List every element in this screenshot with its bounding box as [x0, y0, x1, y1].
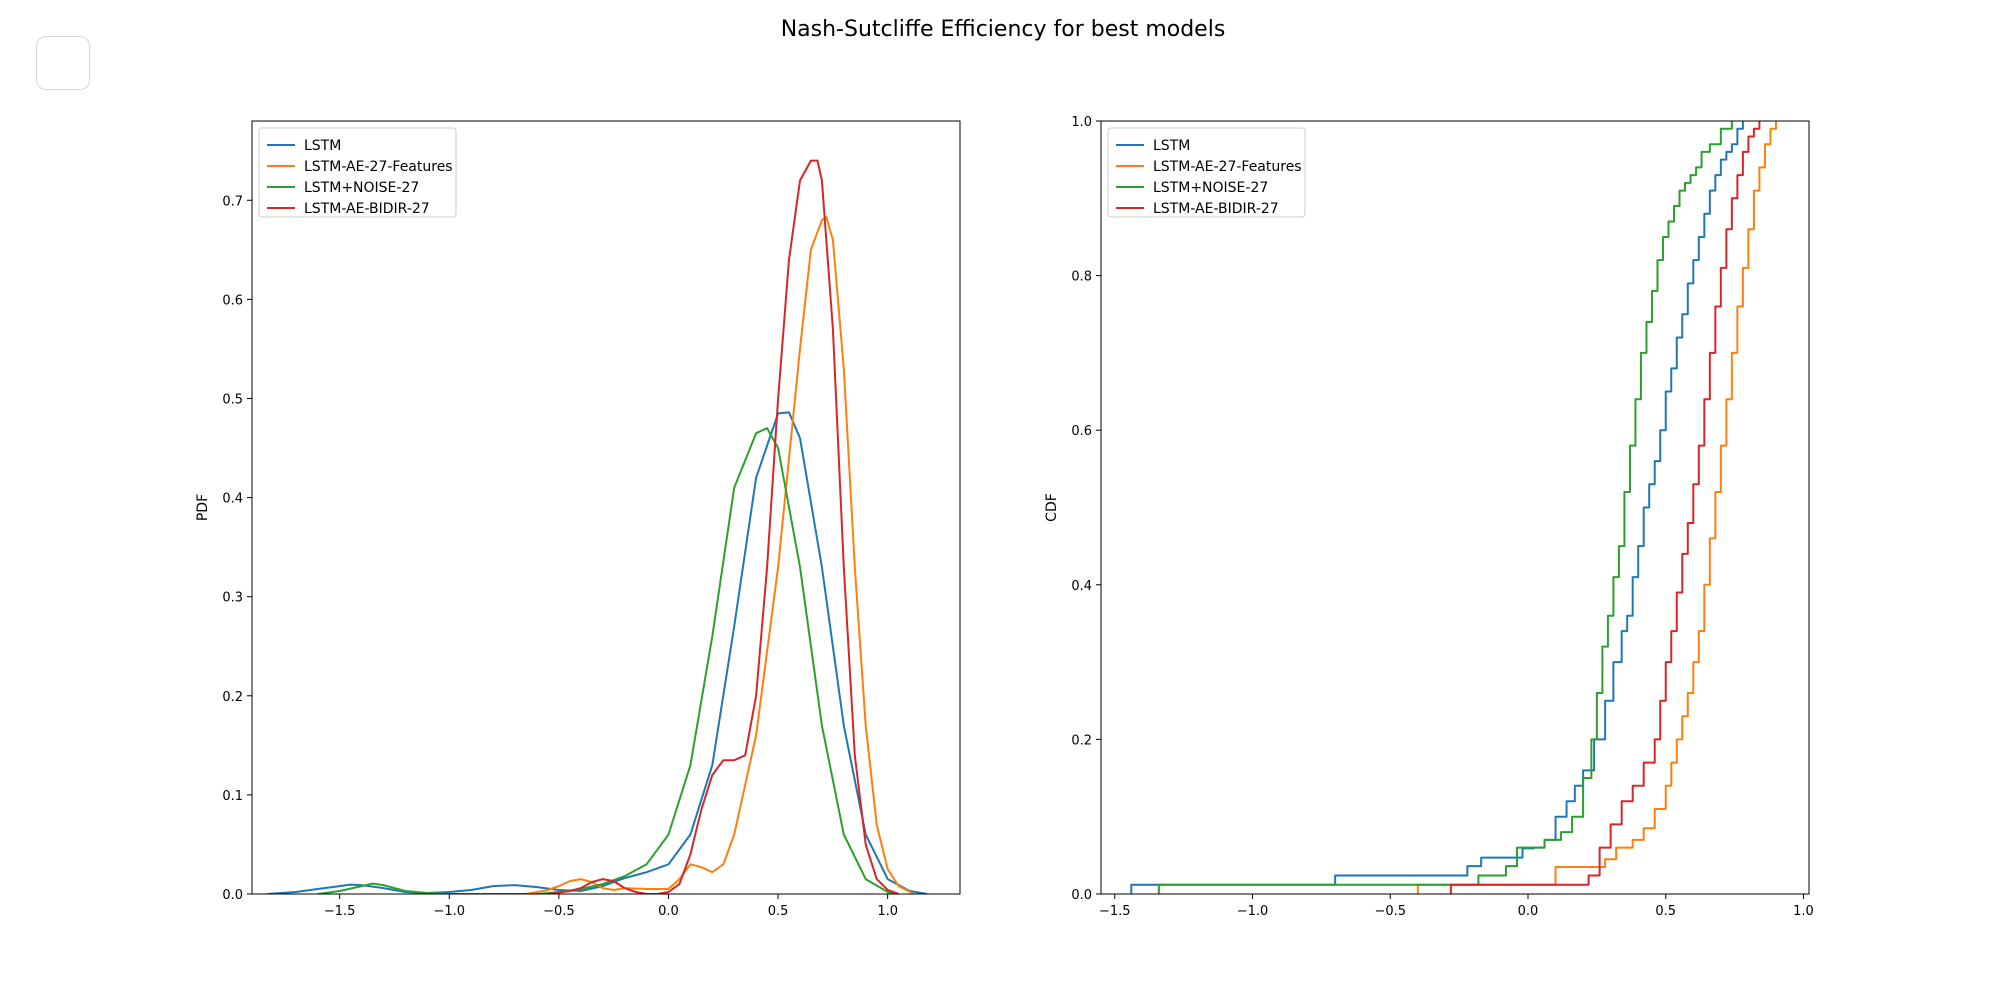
series-line-lstm [1130, 121, 1744, 894]
legend-label: LSTM-AE-BIDIR-27 [1153, 201, 1279, 217]
x-tick-label: 1.0 [877, 904, 898, 919]
pdf-panel: −1.5 −1.0 −0.5 0.0 0.5 1.0 0.0 0.1 0.2 0.3 0.4 0.5 0… [195, 120, 961, 919]
x-tick-label: 0.5 [768, 904, 789, 919]
x-tick-label: −0.5 [1374, 904, 1406, 919]
x-tick-label: 0.5 [1655, 904, 1676, 919]
series-group [1130, 121, 1777, 894]
x-tick-label: −1.5 [1099, 904, 1131, 919]
cdf-panel: −1.5 −1.0 −0.5 0.0 0.5 1.0 0.0 0.2 0.4 0.6 0.8 1.0 C… [1044, 115, 1814, 919]
y-tick-label: 0.0 [222, 888, 243, 903]
x-tick-label: −1.5 [324, 904, 356, 919]
x-tick-label: 0.0 [1518, 904, 1539, 919]
series-line-lstm [267, 411, 928, 894]
y-tick-label: 0.8 [1071, 270, 1092, 285]
y-tick-label: 0.0 [1071, 888, 1092, 903]
legend-box [1107, 127, 1306, 218]
y-tick-label: 0.3 [222, 591, 243, 606]
legend-label: LSTM-AE-BIDIR-27 [304, 201, 430, 217]
axes-frame [1100, 120, 1810, 895]
legend-label: LSTM+NOISE-27 [304, 180, 419, 196]
legend-label: LSTM+NOISE-27 [1153, 180, 1268, 196]
series-group [267, 159, 928, 894]
series-line-lstm-ae-27-features [1416, 121, 1777, 894]
y-tick-label: 0.4 [1071, 579, 1092, 594]
series-line-lstm-ae-bidir-27 [1449, 121, 1761, 894]
x-tick-label: −1.0 [433, 904, 465, 919]
toolbar-button[interactable] [36, 36, 90, 90]
legend-label: LSTM-AE-27-Features [1153, 159, 1302, 175]
x-tick-label: −0.5 [543, 904, 575, 919]
axes-frame [251, 120, 961, 895]
y-tick-label: 0.5 [222, 392, 243, 407]
y-tick-label: 1.0 [1071, 115, 1092, 130]
series-line-lstm-ae-bidir-27 [547, 159, 899, 894]
legend-label: LSTM [304, 138, 341, 154]
y-tick-label: 0.2 [1071, 733, 1092, 748]
x-tick-label: −1.0 [1237, 904, 1269, 919]
y-tick-label: 0.2 [222, 690, 243, 705]
series-line-lstm-noise-27 [317, 427, 899, 894]
legend-label: LSTM [1153, 138, 1190, 154]
legend-box [258, 127, 457, 218]
y-tick-label: 0.4 [222, 492, 243, 507]
legend-label: LSTM-AE-27-Features [304, 159, 453, 175]
y-axis-label: CDF [1044, 493, 1060, 522]
y-tick-label: 0.6 [222, 293, 243, 308]
y-tick-label: 0.1 [222, 789, 243, 804]
y-axis-label: PDF [195, 494, 211, 521]
series-line-lstm-ae-27-features [525, 216, 915, 894]
x-tick-label: 1.0 [1793, 904, 1814, 919]
y-tick-label: 0.7 [222, 194, 243, 209]
x-tick-label: 0.0 [658, 904, 679, 919]
series-line-lstm-noise-27 [1157, 121, 1733, 894]
y-tick-label: 0.6 [1071, 424, 1092, 439]
figure-title: Nash-Sutcliffe Efficiency for best model… [781, 17, 1226, 42]
